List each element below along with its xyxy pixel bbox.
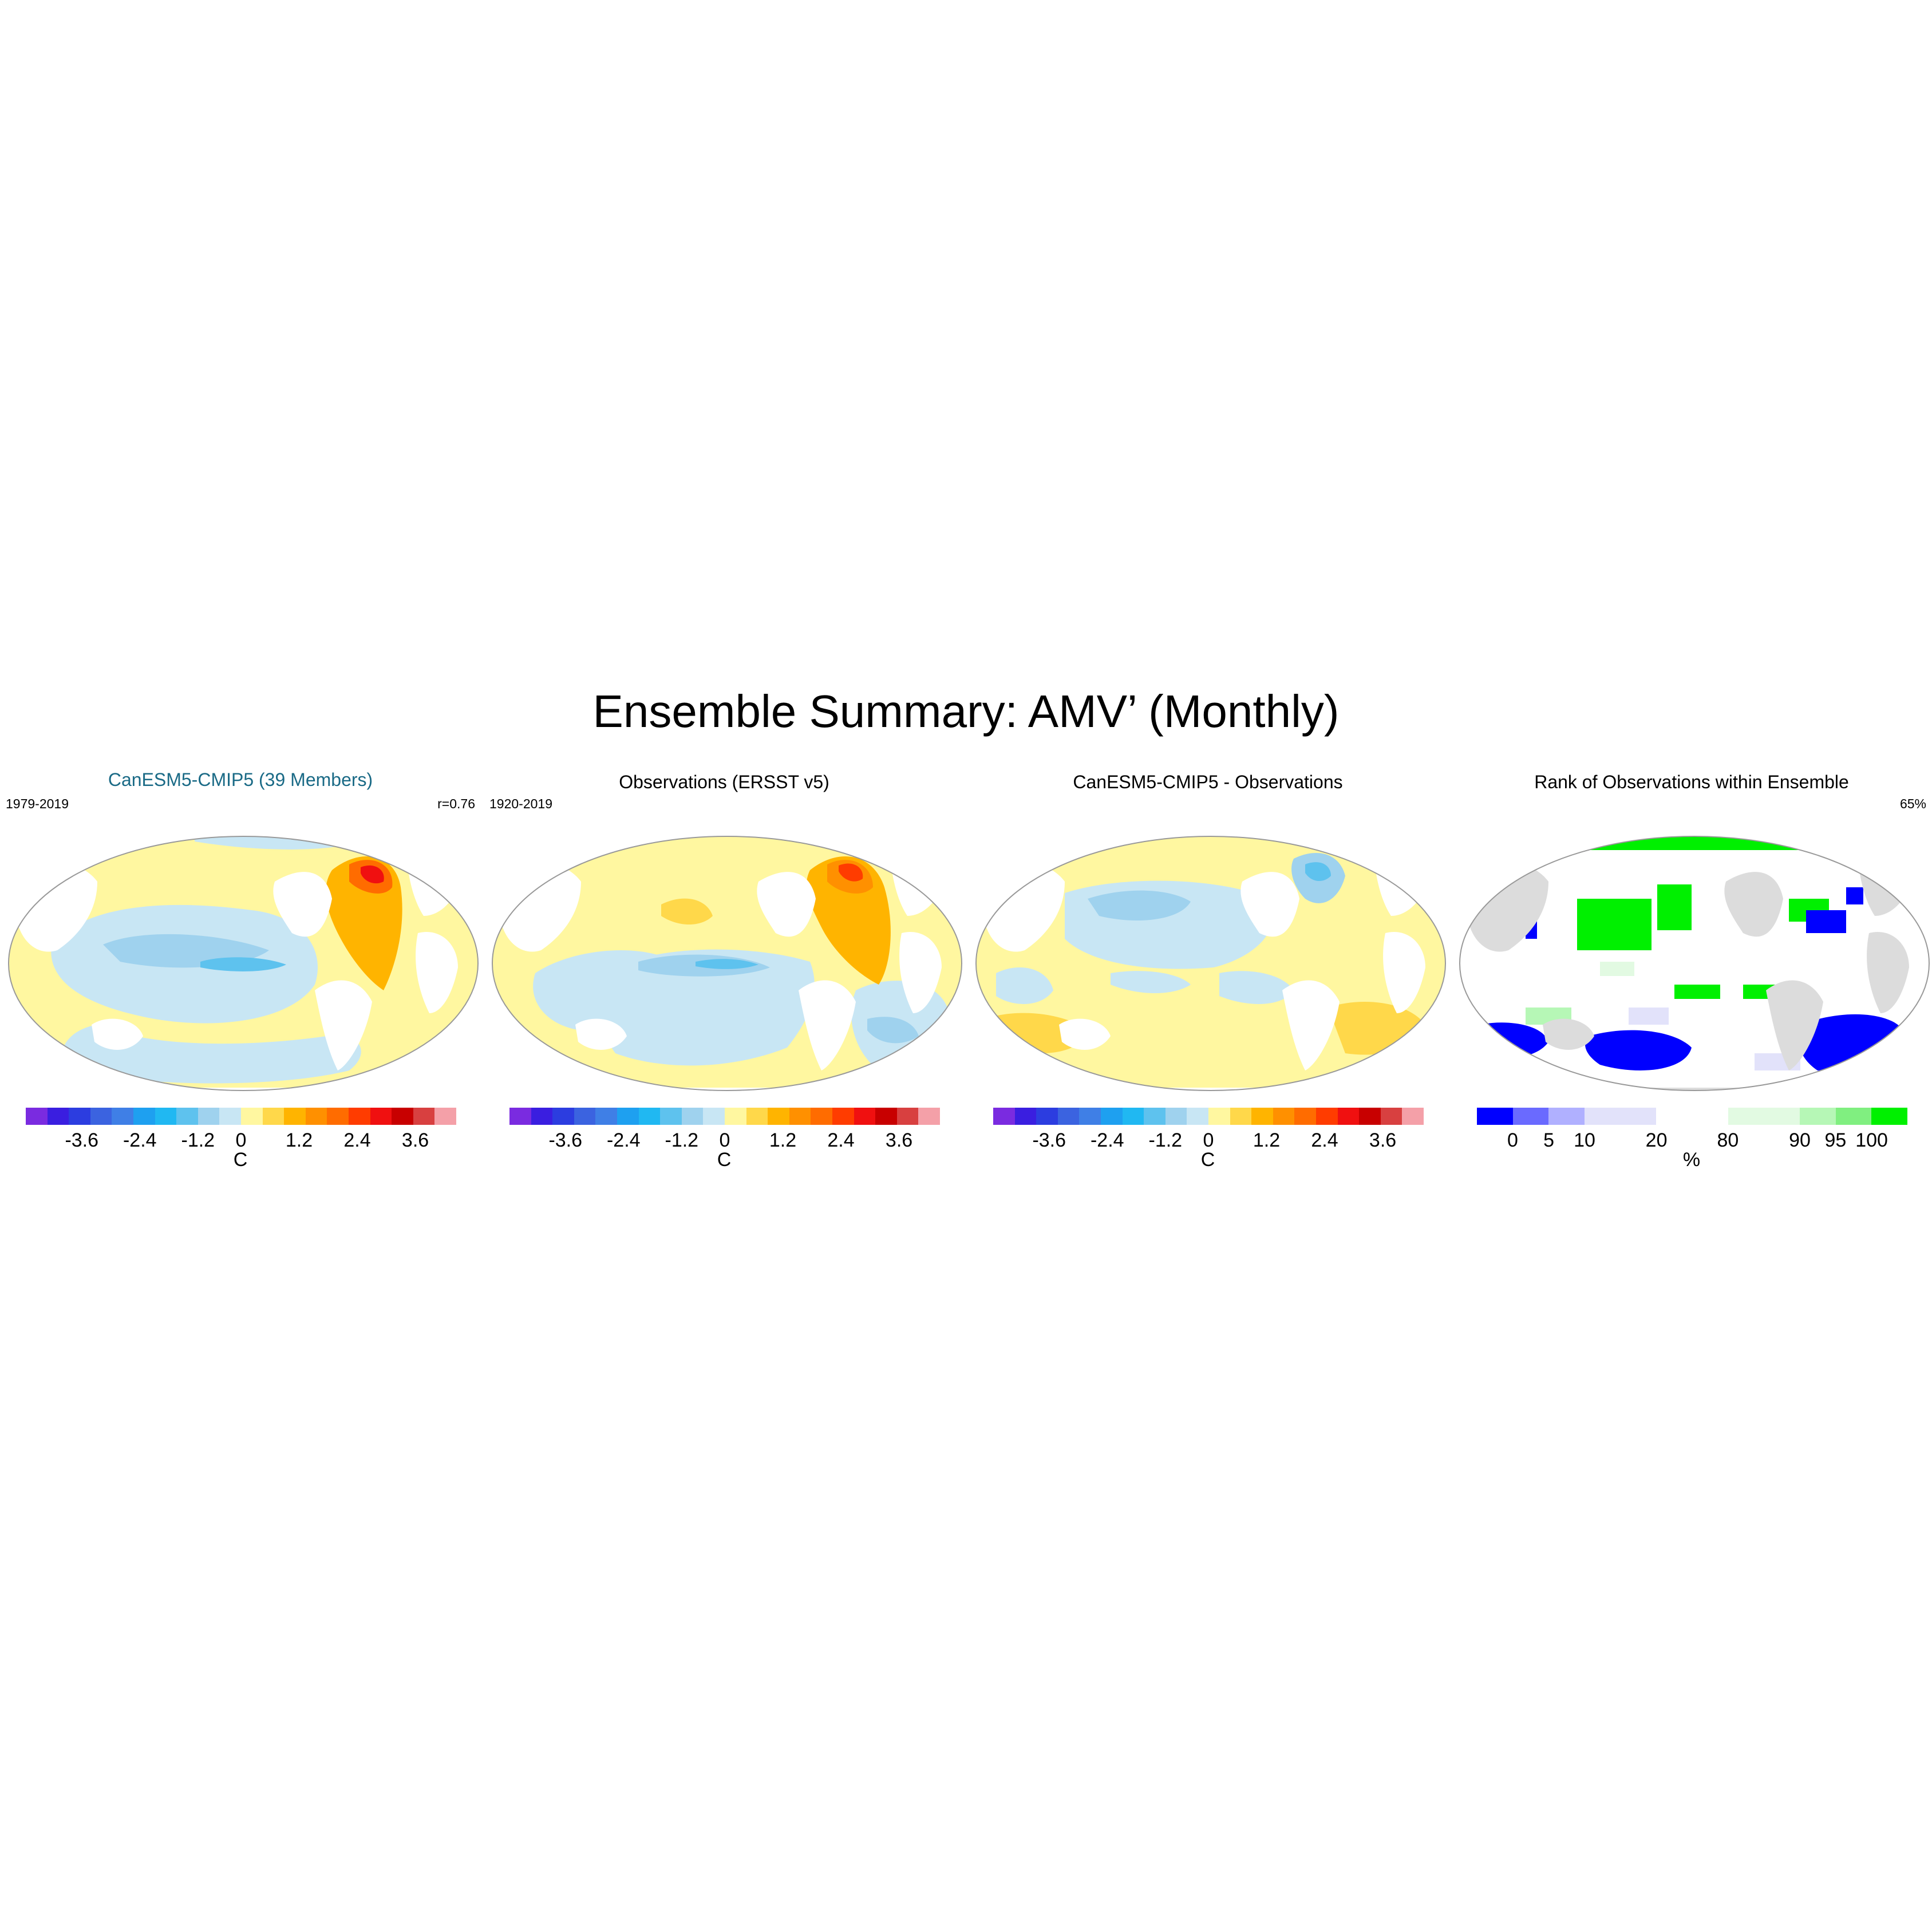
- tick-label: -3.6: [548, 1129, 583, 1151]
- robinson-map-rank: [1459, 836, 1930, 1091]
- robinson-map-observations: [492, 836, 962, 1091]
- panel-model-pattern: CanESM5-CMIP5 (39 Members) 1979-2019 r=0…: [0, 767, 481, 1179]
- tick-label: 0: [235, 1129, 247, 1151]
- colorbar: [26, 1108, 456, 1125]
- tick-label: 1.2: [285, 1129, 313, 1151]
- tick-label: 95: [1824, 1129, 1847, 1151]
- tick-label: 0: [1203, 1129, 1214, 1151]
- tick-label: 5: [1543, 1129, 1555, 1151]
- tick-label: -2.4: [1090, 1129, 1124, 1151]
- colorbar: [1477, 1108, 1908, 1125]
- colorbar: [993, 1108, 1424, 1125]
- panel-title: CanESM5-CMIP5 (39 Members): [108, 769, 373, 790]
- period-label: 1920-2019: [489, 796, 552, 811]
- tick-label: -3.6: [1032, 1129, 1066, 1151]
- tick-label: 2.4: [343, 1129, 371, 1151]
- colorbar-ticks: 0 5 10 20 80 90 95 100: [1477, 1129, 1907, 1152]
- tick-label: 3.6: [885, 1129, 913, 1151]
- tick-label: -2.4: [606, 1129, 641, 1151]
- panel-observations: Observations (ERSST v5) 1920-2019: [484, 767, 965, 1179]
- sst-anomaly-map: [6, 801, 481, 1122]
- tick-label: -1.2: [181, 1129, 215, 1151]
- tick-label: 0: [719, 1129, 730, 1151]
- tick-label: 3.6: [401, 1129, 429, 1151]
- tick-label: 0: [1507, 1129, 1518, 1151]
- colorbar-ticks: -3.6 -2.4 -1.2 0 1.2 2.4 3.6: [26, 1129, 456, 1152]
- rank-percent-label: 65%: [1899, 796, 1926, 811]
- colorbar-ticks: -3.6 -2.4 -1.2 0 1.2 2.4 3.6: [509, 1129, 940, 1152]
- tick-label: 100: [1855, 1129, 1888, 1151]
- period-label: 1979-2019: [6, 796, 69, 811]
- tick-label: 1.2: [769, 1129, 797, 1151]
- sst-anomaly-map: [489, 801, 965, 1122]
- colorbar-unit: C: [1200, 1149, 1215, 1171]
- figure-title: Ensemble Summary: AMV’ (Monthly): [592, 686, 1340, 737]
- tick-label: 90: [1789, 1129, 1811, 1151]
- panel-title: Rank of Observations within Ensemble: [1534, 772, 1849, 792]
- colorbar-unit: %: [1682, 1149, 1701, 1171]
- tick-label: 10: [1574, 1129, 1595, 1151]
- tick-label: -2.4: [123, 1129, 157, 1151]
- tick-label: -1.2: [1148, 1129, 1183, 1151]
- rank-map: [1457, 801, 1932, 1122]
- tick-label: 20: [1645, 1129, 1668, 1151]
- panel-title: Observations (ERSST v5): [619, 772, 829, 792]
- tick-label: -1.2: [665, 1129, 699, 1151]
- robinson-map-difference: [975, 836, 1446, 1091]
- colorbar: [509, 1108, 940, 1125]
- colorbar-ticks: -3.6 -2.4 -1.2 0 1.2 2.4 3.6: [993, 1129, 1424, 1152]
- panel-difference: CanESM5-CMIP5 - Observations: [967, 767, 1448, 1179]
- tick-label: 3.6: [1369, 1129, 1397, 1151]
- tick-label: 1.2: [1253, 1129, 1281, 1151]
- sst-difference-map: [973, 801, 1448, 1122]
- panel-rank: Rank of Observations within Ensemble 65%: [1451, 767, 1932, 1179]
- tick-label: 2.4: [1311, 1129, 1338, 1151]
- panel-title: CanESM5-CMIP5 - Observations: [1073, 772, 1343, 792]
- colorbar-unit: C: [233, 1149, 248, 1171]
- robinson-map-model: [8, 836, 479, 1091]
- tick-label: -3.6: [65, 1129, 99, 1151]
- tick-label: 80: [1717, 1129, 1739, 1151]
- tick-label: 2.4: [827, 1129, 855, 1151]
- colorbar-unit: C: [717, 1149, 732, 1171]
- correlation-label: r=0.76: [437, 796, 475, 811]
